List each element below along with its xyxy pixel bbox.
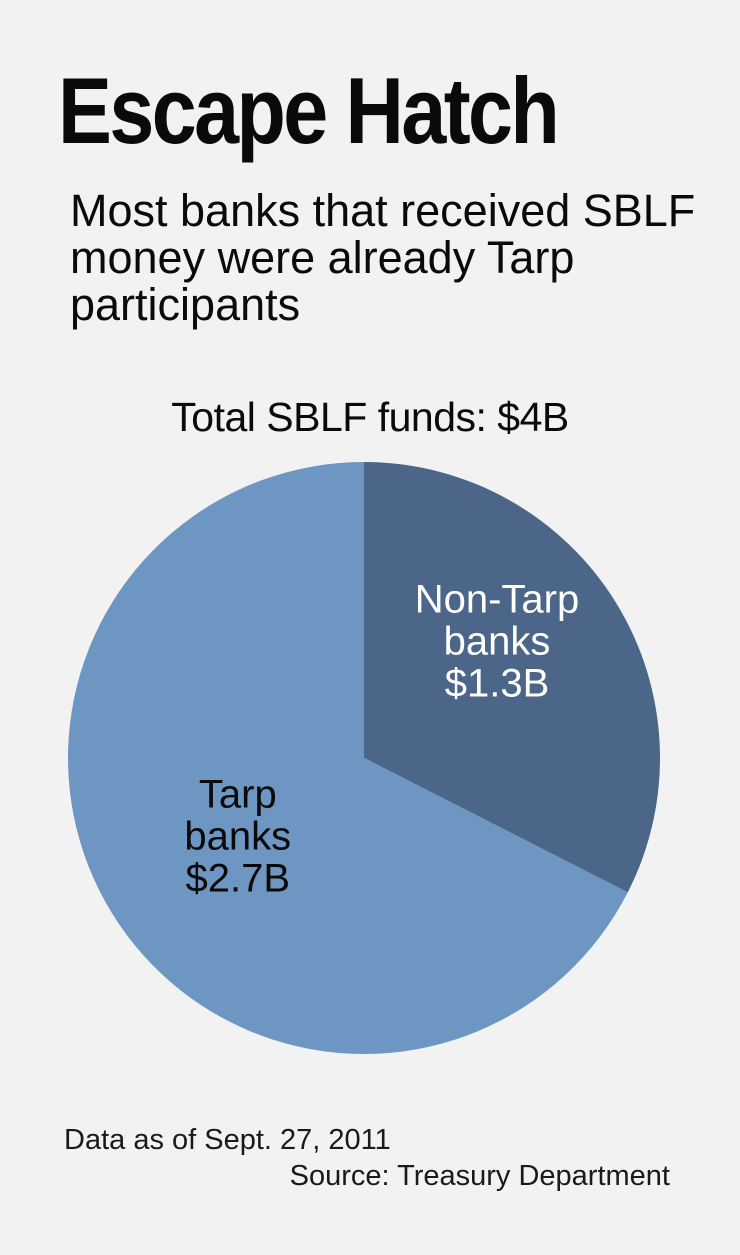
chart-title: Escape Hatch — [58, 58, 560, 163]
slice-label-line: $2.7B — [186, 856, 291, 900]
source-note: Source: Treasury Department — [289, 1160, 670, 1192]
slice-label-non-tarp: Non-Tarp banks $1.3B — [415, 577, 580, 705]
slice-label-line: $1.3B — [445, 661, 550, 705]
slice-label-tarp: Tarp banks $2.7B — [184, 772, 291, 900]
slice-label-line: Non-Tarp — [415, 577, 580, 621]
data-date-note: Data as of Sept. 27, 2011 — [64, 1124, 391, 1156]
slice-label-line: banks — [444, 619, 551, 663]
total-funds-label: Total SBLF funds: $4B — [171, 394, 569, 440]
pie-slice-non-tarp — [364, 462, 661, 893]
chart-subtitle: Most banks that received SBLF money were… — [70, 185, 696, 330]
pie-slice-tarp — [68, 462, 628, 1054]
slice-label-line: Tarp — [199, 772, 277, 816]
slice-label-line: banks — [184, 814, 291, 858]
